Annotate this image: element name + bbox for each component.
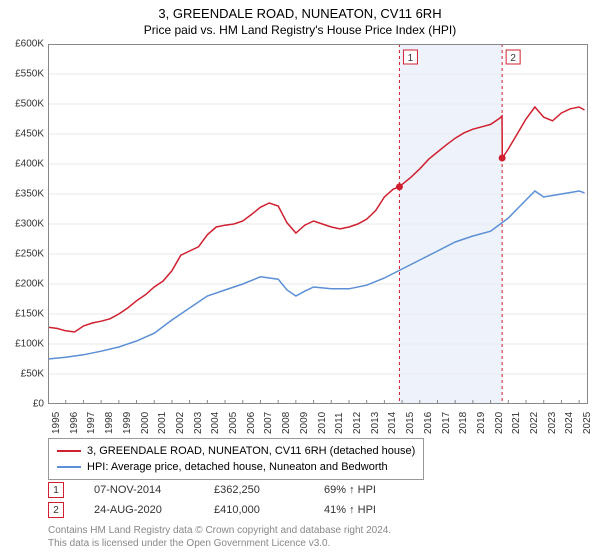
y-axis-tick: £600K xyxy=(15,39,44,50)
x-axis-tick: 1995 xyxy=(51,412,62,434)
x-axis-tick: 2021 xyxy=(511,412,522,434)
transaction-marker: 1 xyxy=(48,482,64,498)
chart-subtitle: Price paid vs. HM Land Registry's House … xyxy=(0,21,600,41)
legend-label: 3, GREENDALE ROAD, NUNEATON, CV11 6RH (d… xyxy=(87,443,415,459)
legend-item: HPI: Average price, detached house, Nune… xyxy=(57,459,415,475)
x-axis-tick: 2025 xyxy=(582,412,593,434)
legend-item: 3, GREENDALE ROAD, NUNEATON, CV11 6RH (d… xyxy=(57,443,415,459)
transaction-date: 24-AUG-2020 xyxy=(94,504,184,516)
svg-text:1: 1 xyxy=(408,53,414,64)
x-axis-tick: 2000 xyxy=(140,412,151,434)
x-axis-tick: 2018 xyxy=(458,412,469,434)
x-axis-tick: 2019 xyxy=(476,412,487,434)
x-axis-tick: 2022 xyxy=(529,412,540,434)
x-axis-tick: 2017 xyxy=(441,412,452,434)
chart-legend: 3, GREENDALE ROAD, NUNEATON, CV11 6RH (d… xyxy=(48,438,424,480)
y-axis-tick: £300K xyxy=(15,219,44,230)
x-axis-tick: 2013 xyxy=(370,412,381,434)
footer-attribution: Contains HM Land Registry data © Crown c… xyxy=(48,524,391,550)
svg-text:2: 2 xyxy=(510,53,516,64)
y-axis-tick: £400K xyxy=(15,159,44,170)
transaction-delta: 69% ↑ HPI xyxy=(324,484,414,496)
transaction-date: 07-NOV-2014 xyxy=(94,484,184,496)
price-chart: 12 xyxy=(48,44,588,404)
x-axis-tick: 2004 xyxy=(210,412,221,434)
x-axis-tick: 2008 xyxy=(281,412,292,434)
x-axis-tick: 2020 xyxy=(494,412,505,434)
y-axis-tick: £50K xyxy=(21,369,44,380)
legend-swatch xyxy=(57,450,81,452)
transaction-price: £362,250 xyxy=(214,484,294,496)
x-axis-tick: 2016 xyxy=(423,412,434,434)
x-axis-tick: 2001 xyxy=(157,412,168,434)
x-axis-tick: 2023 xyxy=(547,412,558,434)
x-axis-tick: 2006 xyxy=(246,412,257,434)
x-axis-tick: 1996 xyxy=(69,412,80,434)
transaction-row: 1 07-NOV-2014 £362,250 69% ↑ HPI xyxy=(48,480,414,500)
x-axis-tick: 2002 xyxy=(175,412,186,434)
y-axis-tick: £150K xyxy=(15,309,44,320)
y-axis-tick: £200K xyxy=(15,279,44,290)
y-axis-tick: £350K xyxy=(15,189,44,200)
x-axis-tick: 2011 xyxy=(334,412,345,434)
footer-line: This data is licensed under the Open Gov… xyxy=(48,537,391,550)
transaction-row: 2 24-AUG-2020 £410,000 41% ↑ HPI xyxy=(48,500,414,520)
y-axis-tick: £100K xyxy=(15,339,44,350)
x-axis-tick: 2009 xyxy=(299,412,310,434)
chart-title: 3, GREENDALE ROAD, NUNEATON, CV11 6RH xyxy=(0,0,600,21)
x-axis-tick: 2005 xyxy=(228,412,239,434)
x-axis-tick: 2003 xyxy=(193,412,204,434)
x-axis-tick: 1998 xyxy=(104,412,115,434)
footer-line: Contains HM Land Registry data © Crown c… xyxy=(48,524,391,537)
x-axis-tick: 2015 xyxy=(405,412,416,434)
x-axis-tick: 1997 xyxy=(86,412,97,434)
transaction-price: £410,000 xyxy=(214,504,294,516)
legend-label: HPI: Average price, detached house, Nune… xyxy=(87,459,388,475)
transaction-delta: 41% ↑ HPI xyxy=(324,504,414,516)
y-axis-tick: £500K xyxy=(15,99,44,110)
y-axis-tick: £450K xyxy=(15,129,44,140)
x-axis-tick: 1999 xyxy=(122,412,133,434)
y-axis-tick: £550K xyxy=(15,69,44,80)
x-axis-tick: 2010 xyxy=(317,412,328,434)
x-axis-tick: 2024 xyxy=(564,412,575,434)
x-axis-tick: 2012 xyxy=(352,412,363,434)
transaction-table: 1 07-NOV-2014 £362,250 69% ↑ HPI 2 24-AUG-202… xyxy=(48,480,414,520)
y-axis-tick: £250K xyxy=(15,249,44,260)
legend-swatch xyxy=(57,466,81,468)
transaction-marker: 2 xyxy=(48,502,64,518)
x-axis-tick: 2014 xyxy=(387,412,398,434)
x-axis-tick: 2007 xyxy=(263,412,274,434)
y-axis-tick: £0 xyxy=(33,399,44,410)
